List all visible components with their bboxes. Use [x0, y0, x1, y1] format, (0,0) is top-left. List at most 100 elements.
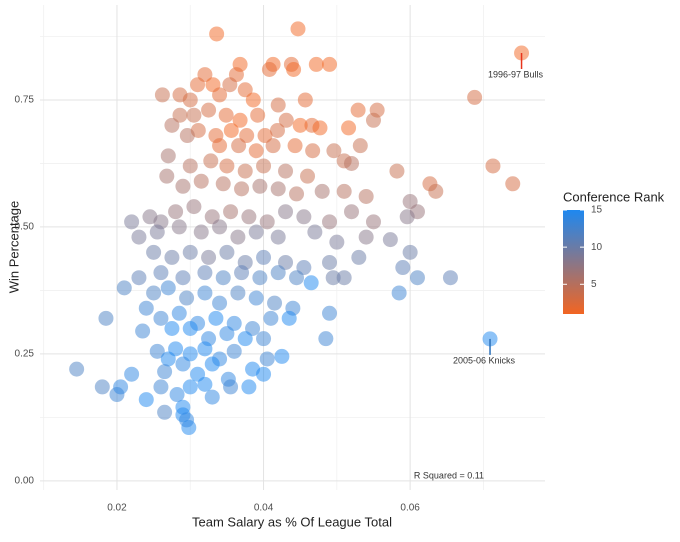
point: [138, 392, 154, 408]
y-tick-label: 0.75: [15, 95, 35, 106]
point: [259, 214, 275, 230]
point: [399, 209, 415, 225]
point: [322, 214, 338, 230]
point: [297, 92, 313, 108]
point: [171, 219, 187, 235]
point: [358, 229, 374, 245]
point: [322, 305, 338, 321]
y-axis-title: Win Percentage: [6, 201, 21, 294]
point: [179, 412, 195, 428]
point: [153, 310, 169, 326]
point: [182, 158, 198, 174]
point: [274, 348, 290, 364]
point: [382, 232, 398, 248]
point: [395, 260, 411, 276]
point: [252, 270, 268, 286]
point: [365, 214, 381, 230]
annotation: 1996-97 Bulls: [488, 69, 544, 79]
point: [159, 168, 175, 184]
point: [350, 102, 366, 118]
colorbar-tick-label: 5: [591, 279, 597, 290]
point: [146, 244, 162, 260]
point: [154, 87, 170, 103]
point: [314, 183, 330, 199]
point: [287, 138, 303, 154]
point: [290, 21, 306, 37]
point: [201, 102, 217, 118]
point: [219, 326, 235, 342]
point: [358, 188, 374, 204]
point: [175, 178, 191, 194]
point: [505, 176, 521, 192]
x-tick-label: 0.04: [254, 503, 274, 514]
point: [232, 112, 248, 128]
point: [219, 244, 235, 260]
point: [157, 364, 173, 380]
point: [175, 356, 191, 372]
point: [442, 270, 458, 286]
point: [215, 176, 231, 192]
point: [270, 229, 286, 245]
point: [322, 56, 338, 72]
point: [365, 112, 381, 128]
point: [248, 290, 264, 306]
point: [124, 214, 140, 230]
point: [186, 107, 202, 123]
point: [344, 155, 360, 171]
point: [223, 379, 239, 395]
point: [237, 331, 253, 347]
point: [182, 321, 198, 337]
point: [160, 351, 176, 367]
colorbar-tick-label: 15: [591, 205, 603, 216]
x-axis-title: Team Salary as % Of League Total: [192, 514, 392, 529]
point: [204, 389, 220, 405]
point: [326, 143, 342, 159]
point: [193, 173, 209, 189]
point: [164, 117, 180, 133]
point: [278, 163, 294, 179]
point: [116, 280, 132, 296]
point: [467, 89, 483, 105]
point: [318, 331, 334, 347]
labels: 0.02 0.04 0.06 0.00 0.25 0.50 0.75 1996-97 Bull…: [15, 52, 544, 514]
point: [98, 310, 114, 326]
point: [485, 158, 501, 174]
point: [248, 143, 264, 159]
point: [234, 181, 250, 197]
point: [278, 204, 294, 220]
point: [215, 270, 231, 286]
point: [352, 138, 368, 154]
point: [226, 343, 242, 359]
point: [212, 87, 228, 103]
point: [300, 168, 316, 184]
point: [113, 379, 129, 395]
point: [289, 270, 305, 286]
point: [131, 229, 147, 245]
point: [278, 112, 294, 128]
point: [157, 404, 173, 420]
point: [164, 321, 180, 337]
point: [197, 265, 213, 281]
point: [237, 82, 253, 98]
point: [190, 77, 206, 93]
colorbar: [563, 210, 584, 314]
point: [193, 224, 209, 240]
point: [259, 351, 275, 367]
point: [241, 379, 257, 395]
point: [351, 249, 367, 265]
point: [204, 356, 220, 372]
point: [312, 120, 328, 136]
point: [292, 117, 308, 133]
point: [308, 56, 324, 72]
point: [391, 285, 407, 301]
point: [289, 186, 305, 202]
point: [256, 158, 272, 174]
point: [252, 178, 268, 194]
point: [256, 331, 272, 347]
point: [69, 361, 85, 377]
point: [239, 128, 255, 144]
point: [250, 107, 266, 123]
grid: [40, 5, 545, 490]
point: [175, 270, 191, 286]
